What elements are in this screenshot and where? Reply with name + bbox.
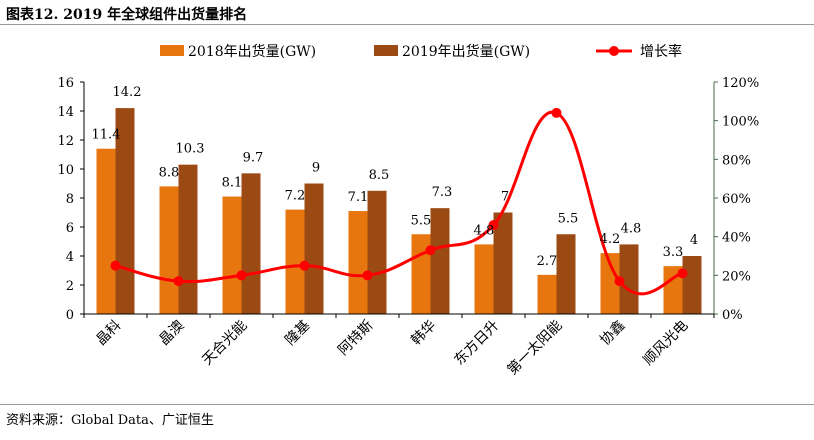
- data-label-2019: 5.5: [558, 211, 579, 226]
- bar-2019: [304, 183, 324, 314]
- data-label-2018: 2.7: [537, 254, 558, 269]
- y-right-tick-label: 100%: [722, 115, 759, 130]
- bar-2019: [115, 108, 135, 314]
- legend: 2018年出货量(GW) 2019年出货量(GW) 增长率: [160, 43, 682, 60]
- bar-2019: [430, 208, 450, 314]
- data-label-2018: 11.4: [92, 128, 121, 143]
- data-label-2019: 9: [312, 161, 320, 176]
- legend-label-2018: 2018年出货量(GW): [188, 43, 316, 60]
- bar-2018: [600, 253, 620, 314]
- bar-2018: [537, 274, 557, 314]
- bar-2018: [96, 148, 116, 314]
- y-right-tick-label: 20%: [722, 269, 751, 284]
- growth-point: [488, 220, 499, 231]
- bar-2018: [663, 266, 683, 314]
- growth-point: [425, 245, 436, 256]
- data-label-2018: 4.2: [600, 232, 621, 247]
- bar-2018: [285, 209, 305, 314]
- data-label-2018: 3.3: [663, 245, 684, 260]
- x-category-label: 东方日升: [451, 318, 502, 369]
- data-label-2019: 8.5: [369, 168, 390, 183]
- legend-swatch-2019: [374, 45, 398, 56]
- bar-2019: [619, 244, 639, 314]
- y-left-tick-label: 10: [57, 163, 74, 178]
- bar-2018: [222, 196, 242, 314]
- data-label-2019: 9.7: [243, 150, 264, 165]
- growth-point: [362, 270, 373, 281]
- bar-2018: [411, 234, 431, 314]
- growth-point: [299, 260, 310, 271]
- y-left-tick-label: 6: [66, 221, 74, 236]
- growth-point: [551, 107, 562, 118]
- x-category-label: 阿特斯: [335, 318, 376, 359]
- y-right-tick-label: 120%: [722, 76, 759, 91]
- y-left-tick-label: 0: [66, 308, 74, 323]
- bar-2019: [178, 164, 198, 314]
- growth-line: [115, 110, 683, 296]
- x-category-label: 晶科: [93, 318, 124, 349]
- y-right-tick-label: 60%: [722, 192, 751, 207]
- y-left-tick-label: 8: [66, 192, 74, 207]
- data-label-2018: 7.1: [348, 190, 369, 205]
- data-label-2019: 10.3: [176, 142, 205, 157]
- bar-2018: [348, 211, 368, 314]
- data-label-2019: 7.3: [432, 185, 453, 200]
- x-category-label: 第一太阳能: [504, 317, 566, 379]
- bar-2019: [493, 212, 513, 314]
- bar-2019: [682, 256, 702, 314]
- y-left-tick-label: 14: [57, 105, 74, 120]
- data-label-2018: 8.8: [159, 165, 180, 180]
- source-note: 资料来源：Global Data、广证恒生: [6, 413, 214, 428]
- x-category-label: 顺风光电: [640, 318, 691, 369]
- x-category-label: 晶澳: [156, 318, 187, 349]
- data-label-2018: 8.1: [222, 176, 243, 191]
- data-label-2018: 5.5: [411, 213, 432, 228]
- growth-point: [677, 268, 688, 279]
- title-divider: [0, 24, 814, 25]
- y-left-tick-label: 16: [57, 76, 74, 91]
- bar-2018: [159, 186, 179, 314]
- x-category-label: 天合光能: [199, 318, 250, 369]
- source-divider: [0, 404, 814, 405]
- bar-2019: [241, 173, 261, 314]
- growth-point: [236, 270, 247, 281]
- data-label-2019: 7: [501, 190, 509, 205]
- data-label-2019: 14.2: [113, 85, 142, 100]
- legend-marker-growth: [609, 46, 619, 56]
- bar-2019: [556, 234, 576, 314]
- y-right-tick-label: 80%: [722, 153, 751, 168]
- legend-swatch-2018: [160, 45, 184, 56]
- y-left-tick-label: 2: [66, 279, 74, 294]
- growth-point: [614, 276, 625, 287]
- chart-title: 图表12. 2019 年全球组件出货量排名: [6, 7, 248, 23]
- y-right-tick-label: 0%: [722, 308, 743, 323]
- data-label-2019: 4: [690, 233, 698, 248]
- x-category-label: 协鑫: [597, 317, 629, 349]
- y-left-tick-label: 4: [66, 250, 74, 265]
- bar-2018: [474, 244, 494, 314]
- growth-point: [110, 260, 121, 271]
- data-label-2018: 4.8: [474, 223, 495, 238]
- growth-point: [173, 276, 184, 287]
- y-right-tick-label: 40%: [722, 231, 751, 246]
- y-left-tick-label: 12: [57, 134, 74, 149]
- legend-label-2019: 2019年出货量(GW): [402, 43, 530, 60]
- x-category-label: 韩华: [408, 318, 439, 349]
- data-label-2018: 7.2: [285, 189, 306, 204]
- legend-label-growth: 增长率: [640, 43, 682, 60]
- x-category-label: 隆基: [282, 317, 314, 349]
- bar-2019: [367, 190, 387, 314]
- data-label-2019: 4.8: [621, 221, 642, 236]
